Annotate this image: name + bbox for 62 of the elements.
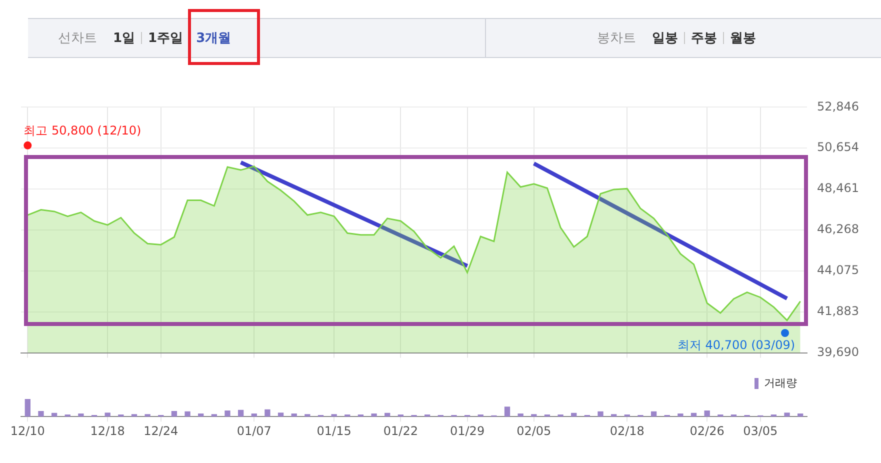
- x-tick-label: 12/24: [144, 424, 178, 438]
- bar: [104, 412, 110, 417]
- y-tick-label: 52,846: [817, 99, 859, 114]
- bar: [224, 410, 230, 417]
- bar: [531, 414, 537, 417]
- y-tick-label: 46,268: [817, 222, 859, 236]
- text: 봉차트: [597, 30, 636, 47]
- annotation: 최고 50,800 (12/10): [24, 124, 142, 138]
- bar: [331, 414, 337, 417]
- bar: [171, 410, 178, 417]
- bar: [611, 414, 617, 417]
- text: 3개월: [196, 30, 232, 47]
- y-tick-label: 44,075: [817, 263, 859, 278]
- bar: [784, 412, 790, 417]
- bar: [184, 411, 190, 417]
- bar: [144, 414, 150, 417]
- text: 선차트: [58, 30, 97, 47]
- text: 일봉: [652, 30, 678, 47]
- bar: [371, 413, 377, 417]
- y-tick-label: 39,690: [817, 344, 859, 359]
- bar: [238, 410, 244, 417]
- bar: [704, 410, 710, 417]
- bar: [131, 414, 138, 417]
- bar: [51, 412, 58, 417]
- bar: [678, 413, 684, 417]
- text: 주봉: [691, 30, 717, 47]
- annotation: 최저 40,700 (03/09): [677, 338, 796, 352]
- bar: [24, 399, 30, 417]
- bar: [650, 411, 657, 417]
- bar: [291, 413, 297, 417]
- bar: [198, 413, 204, 417]
- text: 1주일: [148, 30, 184, 47]
- y-tick-label: 48,461: [817, 181, 859, 196]
- text: 1일: [113, 30, 136, 47]
- x-tick-label: 02/18: [610, 424, 644, 438]
- x-tick-label: 12/18: [90, 424, 125, 438]
- bar: [278, 412, 284, 417]
- x-tick-label: 01/15: [316, 424, 352, 438]
- bar: [598, 411, 604, 417]
- x-tick-label: 12/10: [10, 424, 45, 438]
- x-tick-label: 03/05: [743, 424, 778, 438]
- bar: [384, 412, 390, 417]
- y-tick-label: 50,654: [817, 140, 859, 154]
- x-tick-label: 01/07: [236, 424, 272, 438]
- bar: [264, 409, 270, 417]
- bar: [78, 413, 84, 417]
- bar: [211, 414, 217, 417]
- bar: [304, 414, 310, 417]
- x-tick-label: 02/05: [516, 424, 552, 438]
- bar: [798, 413, 804, 417]
- x-tick-label: 01/29: [450, 424, 485, 438]
- text: 월봉: [730, 30, 756, 47]
- bar: [518, 413, 524, 417]
- bar: [38, 410, 44, 417]
- bar: [251, 413, 257, 417]
- x-tick-label: 01/22: [383, 424, 418, 438]
- y-tick-label: 41,883: [817, 304, 859, 318]
- bar: [504, 406, 510, 417]
- bar: [571, 412, 577, 417]
- x-tick-label: 02/26: [690, 424, 724, 438]
- bar: [690, 412, 697, 417]
- legend-label: 거래량: [764, 376, 797, 390]
